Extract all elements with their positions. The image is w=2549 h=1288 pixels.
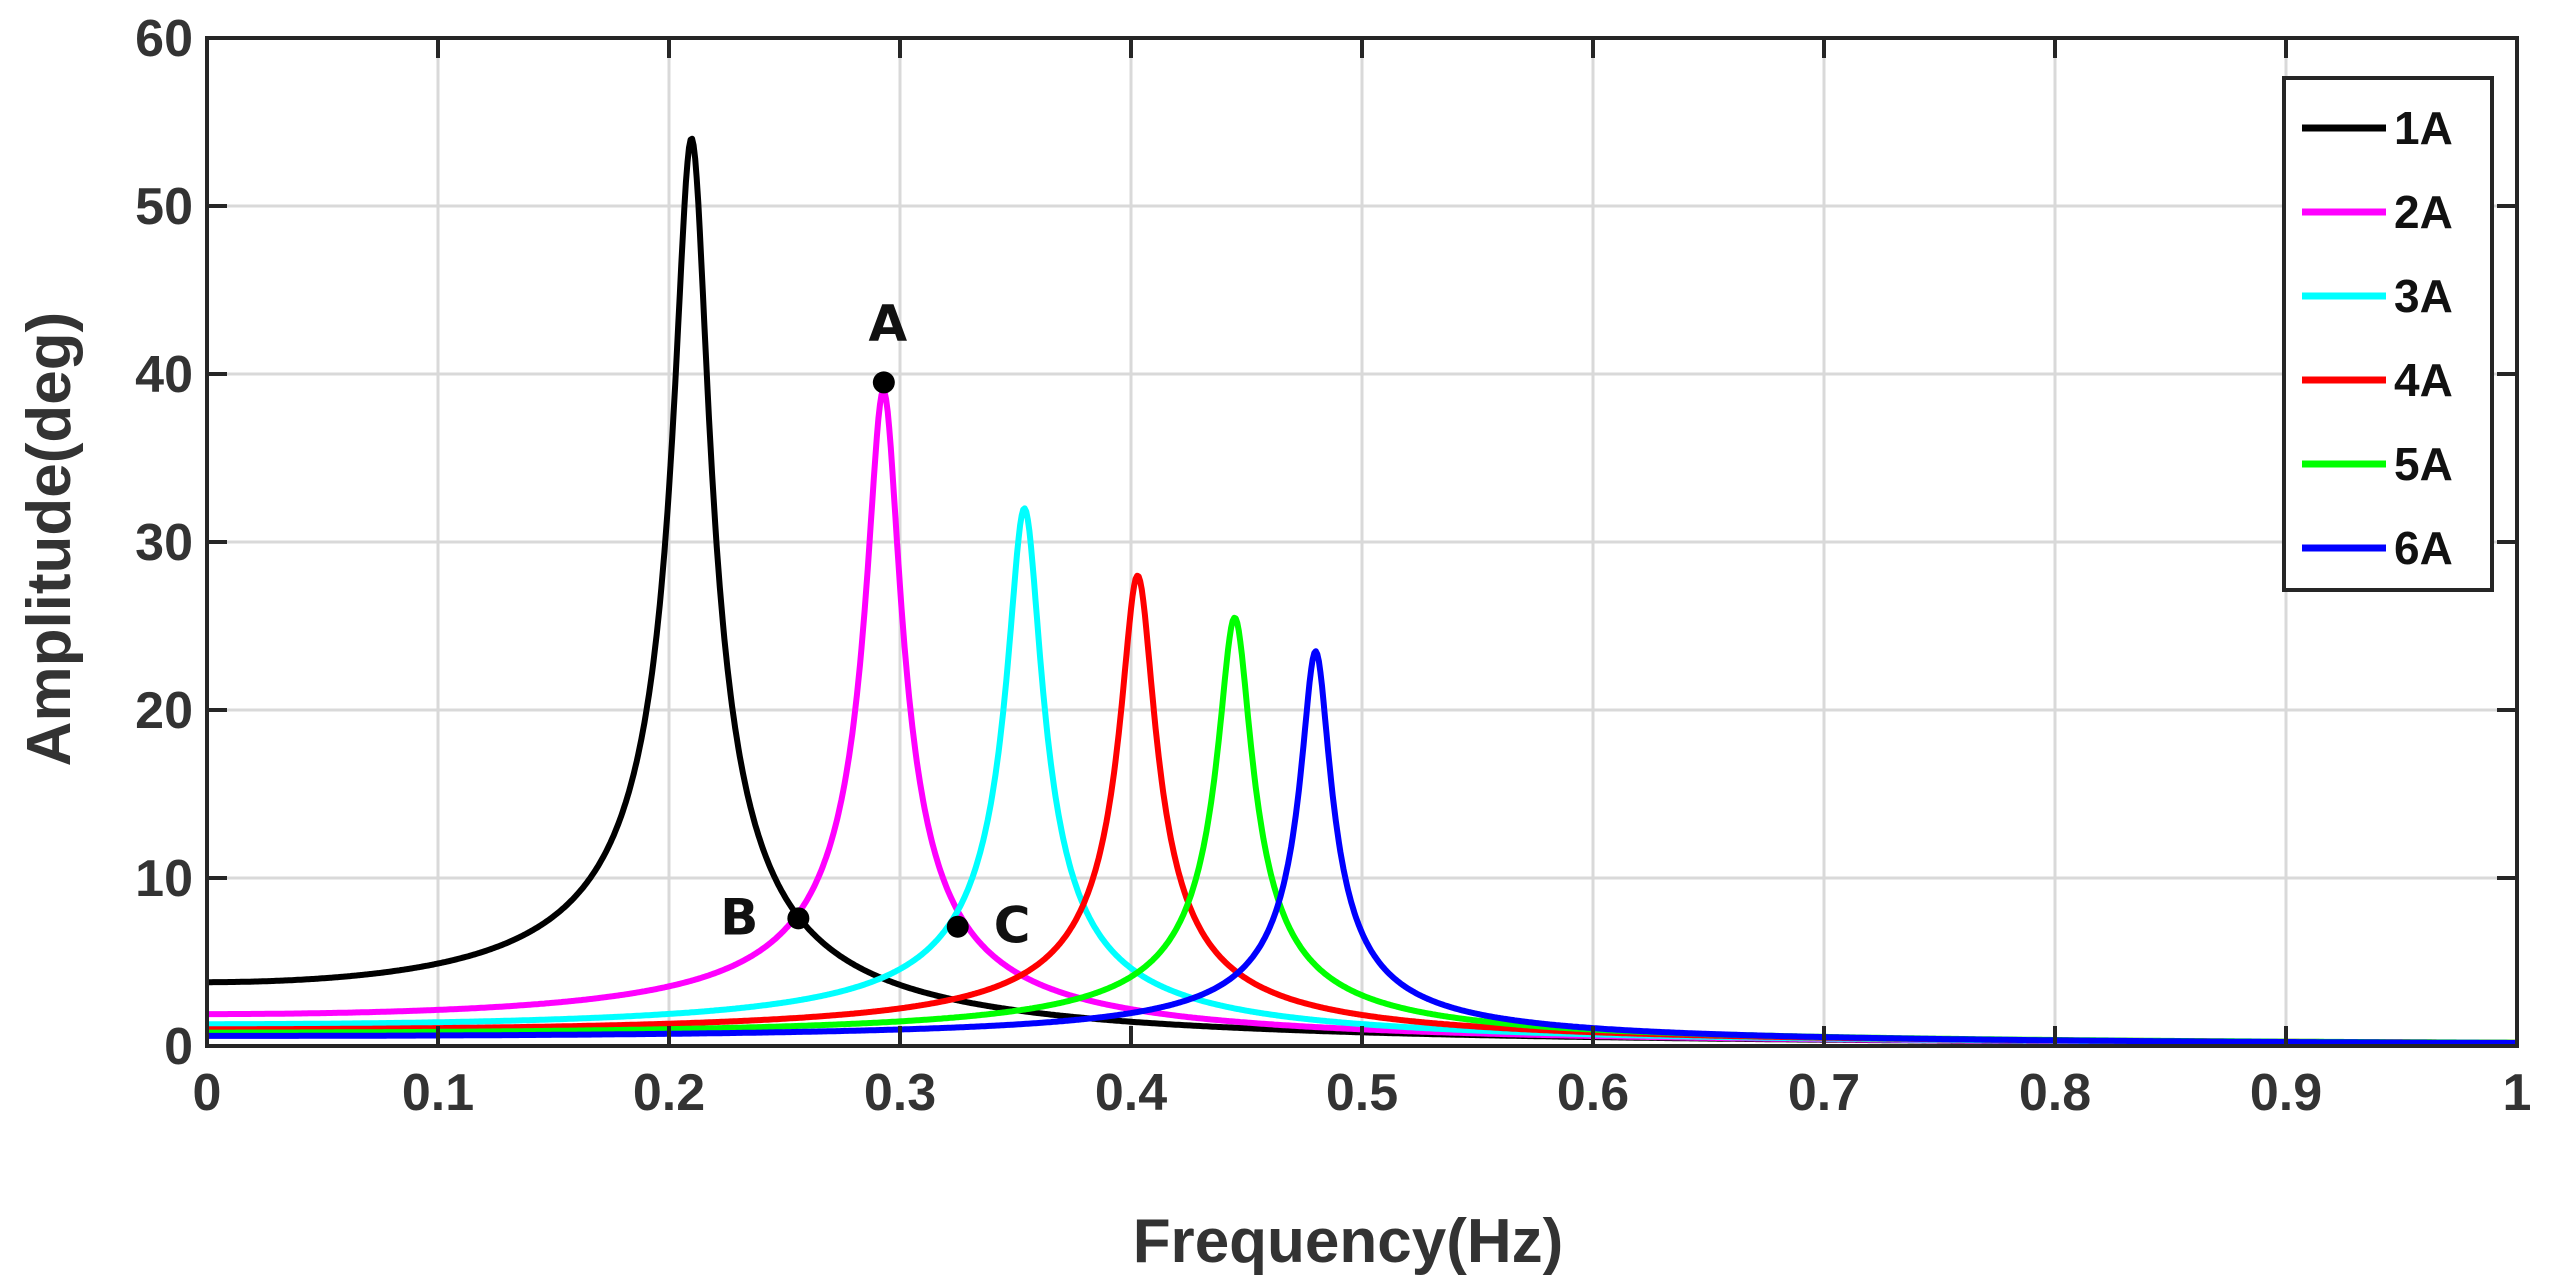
legend-label-4A: 4A — [2394, 354, 2453, 406]
legend-label-2A: 2A — [2394, 186, 2453, 238]
y-tick-label: 50 — [135, 178, 193, 236]
annotation-label-B: B — [720, 888, 758, 946]
x-axis-title: Frequency(Hz) — [1133, 1207, 1564, 1276]
y-tick-label: 40 — [135, 346, 193, 404]
x-tick-label: 0.6 — [1557, 1064, 1629, 1122]
annotation-point-B — [787, 907, 810, 930]
y-tick-label: 10 — [135, 850, 193, 908]
legend: 1A 2A 3A 4A 5A 6A — [2282, 76, 2494, 592]
x-tick-label: 0.2 — [633, 1064, 705, 1122]
series-line-6A — [205, 648, 2519, 1046]
y-tick-label: 60 — [135, 10, 193, 68]
legend-label-3A: 3A — [2394, 270, 2453, 322]
annotation-point-A — [872, 371, 895, 394]
legend-label-5A: 5A — [2394, 438, 2453, 490]
x-tick-label: 0.7 — [1788, 1064, 1860, 1122]
annotations: A B C — [720, 294, 1030, 954]
x-tick-label: 0 — [193, 1064, 222, 1122]
legend-label-6A: 6A — [2394, 522, 2453, 574]
y-axis-title: Amplitude(deg) — [15, 312, 84, 767]
x-tick-label: 0.9 — [2250, 1064, 2322, 1122]
annotation-label-C: C — [994, 897, 1031, 955]
x-tick-label: 1 — [2503, 1064, 2532, 1122]
legend-box — [2282, 76, 2494, 592]
y-tick-label: 20 — [135, 682, 193, 740]
x-tick-label: 0.8 — [2019, 1064, 2091, 1122]
legend-label-1A: 1A — [2394, 102, 2453, 154]
y-tick-label: 0 — [164, 1018, 193, 1076]
x-tick-label: 0.5 — [1326, 1064, 1398, 1122]
annotation-point-C — [946, 915, 969, 938]
x-tick-label: 0.4 — [1095, 1064, 1167, 1122]
x-tick-label: 0.3 — [864, 1064, 936, 1122]
annotation-label-A: A — [868, 294, 907, 352]
y-tick-label: 30 — [135, 514, 193, 572]
axis-ticks: 0 0.1 0.2 0.3 0.4 0.5 0.6 0.7 0.8 0.9 101020304050… — [135, 10, 2531, 1122]
series-lines — [205, 135, 2519, 1047]
x-tick-label: 0.1 — [402, 1064, 474, 1122]
